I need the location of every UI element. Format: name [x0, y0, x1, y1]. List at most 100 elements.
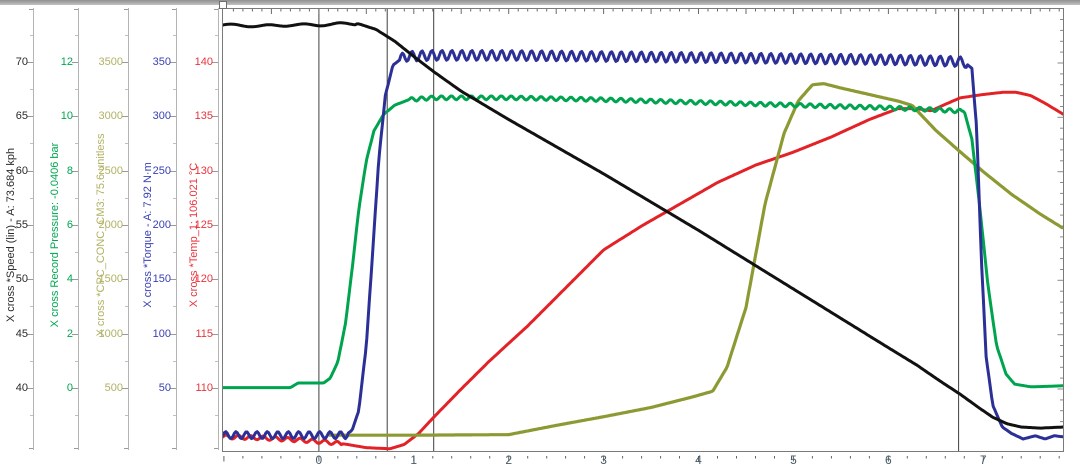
series-temp — [223, 90, 1063, 451]
y-tick-label-temp: 125 — [194, 219, 213, 231]
y-axis-end-tick — [29, 448, 33, 449]
y-tick-label-torque: 200 — [152, 219, 171, 231]
y-tick-label-pressure: 10 — [60, 110, 73, 122]
series-speed — [223, 21, 1063, 430]
series-cpc — [328, 82, 1063, 437]
cursor-drag-handle[interactable] — [219, 1, 227, 9]
y-tick-label-speed: 60 — [15, 165, 28, 177]
plot-area[interactable] — [222, 8, 1064, 452]
y-minor-tick — [75, 143, 78, 144]
y-major-tick — [122, 62, 128, 63]
x-tick-label: 0 — [315, 453, 323, 467]
y-major-tick — [122, 334, 128, 335]
y-minor-tick — [75, 415, 78, 416]
y-minor-tick — [125, 143, 128, 144]
y-tick-label-temp: 115 — [195, 328, 213, 340]
y-major-tick — [27, 116, 33, 117]
y-axis-end-tick — [124, 448, 128, 449]
y-axis-title-torque: X cross *Torque - A: 7.92 N·m — [142, 162, 154, 308]
y-major-tick — [27, 279, 33, 280]
y-minor-tick — [173, 89, 176, 90]
y-tick-label-speed: 50 — [15, 273, 28, 285]
y-axis-title-pressure: X cross Record Pressure: -0.0406 bar — [49, 142, 61, 328]
y-major-tick — [27, 225, 33, 226]
y-axis-spine-speed — [33, 8, 34, 450]
y-axis-spine-temp — [218, 8, 219, 450]
y-tick-label-temp: 130 — [194, 165, 213, 177]
y-tick-label-temp: 135 — [194, 110, 213, 122]
y-minor-tick — [173, 306, 176, 307]
y-tick-label-speed: 70 — [15, 56, 28, 68]
y-major-tick — [212, 334, 218, 335]
y-tick-label-cpc: 1000 — [98, 328, 123, 340]
y-axis-end-tick — [124, 9, 128, 10]
y-major-tick — [72, 171, 78, 172]
y-tick-label-torque: 50 — [158, 382, 171, 394]
splitter-bar[interactable] — [0, 0, 1080, 5]
y-axis-title-cpc: X cross *CPC_CONC_CM3: 75.6 unitless — [95, 133, 107, 337]
y-axis-end-tick — [214, 9, 218, 10]
y-tick-label-speed: 65 — [15, 110, 28, 122]
x-tick-label: 4 — [695, 453, 702, 467]
y-major-tick — [170, 116, 176, 117]
y-tick-label-pressure: 0 — [66, 382, 73, 394]
y-tick-label-pressure: 8 — [66, 165, 73, 177]
y-minor-tick — [75, 361, 78, 362]
y-minor-tick — [125, 361, 128, 362]
y-minor-tick — [125, 252, 128, 253]
y-minor-tick — [30, 143, 33, 144]
y-minor-tick — [30, 415, 33, 416]
y-minor-tick — [215, 415, 218, 416]
y-major-tick — [122, 116, 128, 117]
x-tick-label: 1 — [410, 453, 418, 467]
y-major-tick — [212, 279, 218, 280]
y-axis-end-tick — [214, 448, 218, 449]
y-minor-tick — [125, 198, 128, 199]
y-minor-tick — [215, 252, 218, 253]
y-minor-tick — [215, 361, 218, 362]
y-axis-end-tick — [172, 9, 176, 10]
y-minor-tick — [75, 89, 78, 90]
y-minor-tick — [173, 252, 176, 253]
y-major-tick — [27, 62, 33, 63]
y-major-tick — [170, 225, 176, 226]
y-major-tick — [170, 279, 176, 280]
y-minor-tick — [173, 35, 176, 36]
x-tick-label: 7 — [979, 453, 987, 467]
y-minor-tick — [215, 143, 218, 144]
x-tick-label: 2 — [505, 453, 513, 467]
y-major-tick — [27, 388, 33, 389]
y-major-tick — [212, 62, 218, 63]
y-tick-label-torque: 150 — [152, 273, 171, 285]
y-axis-title-speed: X cross *Speed (lin) - A: 73.684 kph — [5, 147, 17, 323]
y-major-tick — [72, 334, 78, 335]
y-minor-tick — [125, 89, 128, 90]
y-tick-label-pressure: 12 — [60, 56, 73, 68]
y-axes-panel: 70 65 60 55 50 45 40 X cross *Speed (lin) - A: … — [0, 0, 222, 467]
y-minor-tick — [125, 306, 128, 307]
y-tick-label-pressure: 6 — [66, 219, 73, 231]
y-tick-label-cpc: 1500 — [98, 273, 123, 285]
y-minor-tick — [30, 89, 33, 90]
y-major-tick — [212, 388, 218, 389]
y-major-tick — [72, 62, 78, 63]
x-axis: 0 1 2 3 4 5 6 7 — [222, 451, 1064, 467]
y-major-tick — [122, 279, 128, 280]
y-minor-tick — [173, 143, 176, 144]
y-major-tick — [72, 279, 78, 280]
y-tick-label-temp: 120 — [194, 273, 213, 285]
y-axis-end-tick — [74, 448, 78, 449]
y-tick-label-pressure: 2 — [66, 328, 73, 340]
chart-canvas[interactable] — [223, 9, 1063, 451]
y-major-tick — [170, 62, 176, 63]
y-major-tick — [170, 334, 176, 335]
y-minor-tick — [173, 198, 176, 199]
y-tick-label-pressure: 4 — [66, 273, 73, 285]
y-tick-label-cpc: 3000 — [98, 110, 123, 122]
series-pressure — [223, 94, 1063, 390]
y-minor-tick — [173, 361, 176, 362]
y-major-tick — [212, 225, 218, 226]
y-minor-tick — [75, 252, 78, 253]
x-tick-label: 6 — [885, 453, 892, 467]
y-axis-end-tick — [29, 9, 33, 10]
